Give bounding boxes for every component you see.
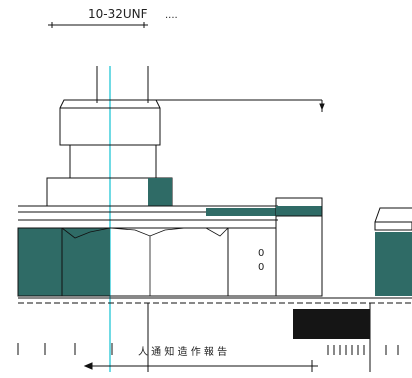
far-right-part (374, 207, 412, 296)
plate-hatch-fill (206, 208, 278, 216)
bottom-note: 人 通 知 造 作 報 告 (138, 345, 227, 358)
callout-leader-line (48, 22, 148, 28)
bottom-dimension (83, 360, 318, 372)
base-rail (18, 297, 412, 304)
black-block (293, 309, 370, 339)
bottom-tick-marks (17, 343, 399, 355)
vertical-guides (96, 66, 149, 103)
neck-section (69, 144, 157, 179)
side-label-bottom: 0 (258, 262, 264, 273)
right-spacer (275, 197, 323, 297)
height-dimension (156, 99, 325, 112)
thread-callout-suffix: .... (165, 10, 178, 21)
thread-callout: 10-32UNF (88, 7, 148, 21)
side-label-top: 0 (258, 248, 264, 259)
main-body (17, 227, 277, 297)
flange-hatch-fill (148, 178, 172, 206)
